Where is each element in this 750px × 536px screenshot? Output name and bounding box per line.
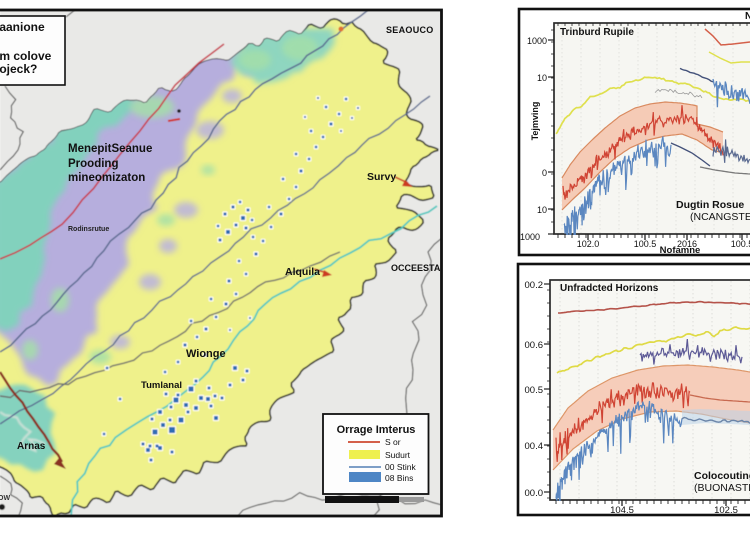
svg-text:Alquila: Alquila: [285, 266, 320, 278]
svg-text:00 Stink: 00 Stink: [385, 462, 416, 472]
svg-text:00.5: 00.5: [525, 385, 544, 396]
svg-text:104.5: 104.5: [610, 505, 634, 516]
svg-text:Orrage Imterus: Orrage Imterus: [337, 424, 416, 436]
svg-text:00.4: 00.4: [525, 441, 544, 452]
svg-text:00.2: 00.2: [525, 280, 544, 291]
svg-text:Colocouting: Colocouting: [694, 470, 750, 482]
svg-text:Survy: Survy: [367, 171, 396, 183]
svg-text:Rodinsrutue: Rodinsrutue: [68, 226, 109, 233]
svg-text:S or: S or: [385, 437, 401, 447]
svg-text:OW: OW: [0, 495, 10, 502]
svg-text:100.5: 100.5: [731, 239, 750, 249]
svg-text:10: 10: [537, 73, 547, 83]
svg-text:102.5: 102.5: [714, 505, 738, 516]
svg-text:Arnas: Arnas: [17, 441, 46, 452]
svg-text:Tejmving: Tejmving: [530, 102, 540, 141]
svg-text:100.5: 100.5: [634, 239, 657, 249]
svg-text:102.0: 102.0: [577, 239, 600, 249]
svg-text:Wionge: Wionge: [186, 348, 226, 360]
svg-text:1000: 1000: [527, 36, 547, 46]
svg-text:00.0: 00.0: [525, 488, 544, 499]
svg-text:uaanione: uaanione: [0, 20, 45, 34]
svg-text:(NCANGSTE: (NCANGSTE: [690, 211, 750, 223]
svg-text:Nofamne: Nofamne: [660, 245, 701, 256]
svg-text:OCCEESTA: OCCEESTA: [391, 263, 441, 273]
svg-text:N: N: [745, 11, 750, 22]
svg-text:2016: 2016: [677, 239, 697, 249]
svg-text:Sudurt: Sudurt: [385, 450, 411, 460]
svg-text:Dugtin Rosue: Dugtin Rosue: [676, 199, 744, 211]
svg-text:Tumlanal: Tumlanal: [141, 380, 182, 391]
svg-text:10: 10: [537, 205, 547, 215]
svg-text:Trinburd Rupile: Trinburd Rupile: [560, 27, 634, 38]
svg-text:1000: 1000: [520, 232, 540, 242]
svg-text:oojeck?: oojeck?: [0, 62, 37, 76]
svg-text:SEAOUCO: SEAOUCO: [386, 25, 434, 35]
svg-text:om colove: om colove: [0, 49, 52, 63]
svg-text:mineomizaton: mineomizaton: [68, 172, 145, 184]
svg-text:Prooding: Prooding: [68, 158, 118, 170]
svg-text:Unfradcted Horizons: Unfradcted Horizons: [560, 283, 659, 294]
svg-text:0: 0: [542, 168, 547, 178]
svg-text:(BUONASTE: (BUONASTE: [694, 482, 750, 494]
svg-text:08 Bins: 08 Bins: [385, 473, 413, 483]
svg-text:00.6: 00.6: [525, 340, 544, 351]
svg-text:MenepitSeanue: MenepitSeanue: [68, 143, 152, 155]
